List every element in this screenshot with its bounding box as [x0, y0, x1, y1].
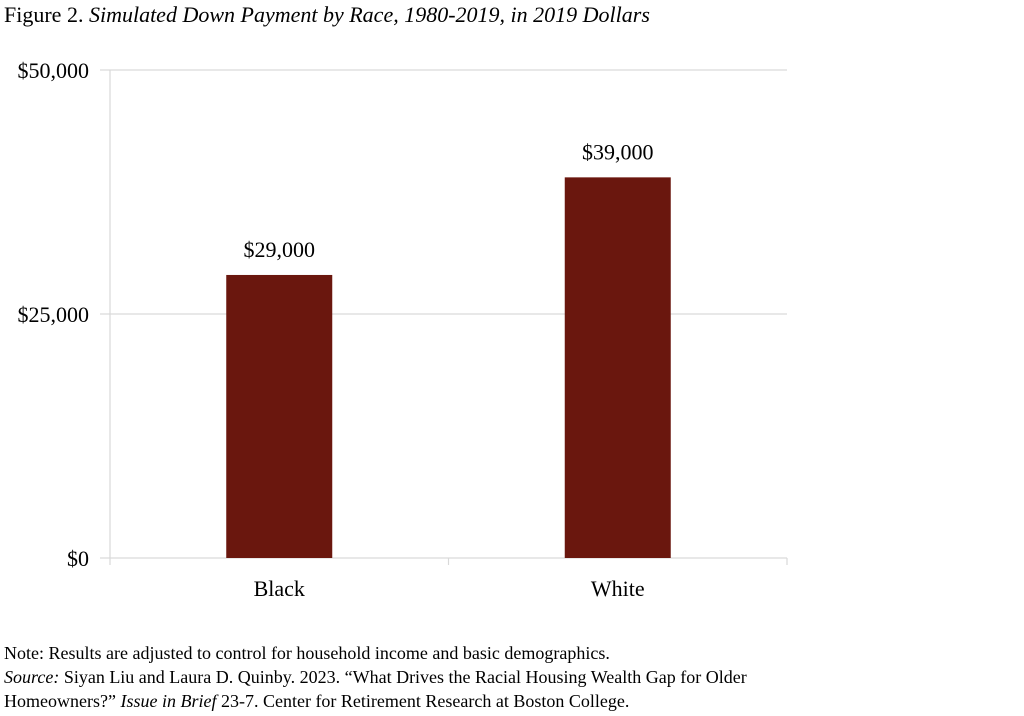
category-label: Black [254, 576, 305, 601]
figure-notes: Note: Results are adjusted to control fo… [4, 641, 747, 713]
source-publication: Issue in Brief [120, 691, 217, 711]
source-text-1: Siyan Liu and Laura D. Quinby. 2023. “Wh… [59, 667, 747, 687]
y-tick-label: $50,000 [18, 58, 90, 83]
data-label: $29,000 [244, 237, 316, 262]
figure-title: Figure 2. Simulated Down Payment by Race… [4, 2, 650, 28]
bar-black [226, 274, 333, 558]
source-text-3: 23-7. Center for Retirement Research at … [216, 691, 630, 711]
figure-label: Figure 2. [4, 2, 84, 27]
bar-chart: $0 $25,000 $50,000 $29,000 Black $39,000 White [18, 58, 788, 601]
data-label: $39,000 [582, 139, 654, 164]
y-tick-label: $0 [67, 546, 89, 571]
note-line: Note: Results are adjusted to control fo… [4, 643, 610, 663]
y-tick-label: $25,000 [18, 302, 90, 327]
figure-title-text: Simulated Down Payment by Race, 1980-201… [88, 2, 650, 27]
source-line-2: Homeowners?” Issue in Brief 23-7. Center… [4, 689, 747, 713]
source-label: Source: [4, 667, 60, 687]
bar-white [564, 177, 671, 559]
source-text-2: Homeowners?” [4, 691, 121, 711]
source-line-1: Source: Siyan Liu and Laura D. Quinby. 2… [4, 665, 747, 689]
category-label: White [591, 576, 645, 601]
